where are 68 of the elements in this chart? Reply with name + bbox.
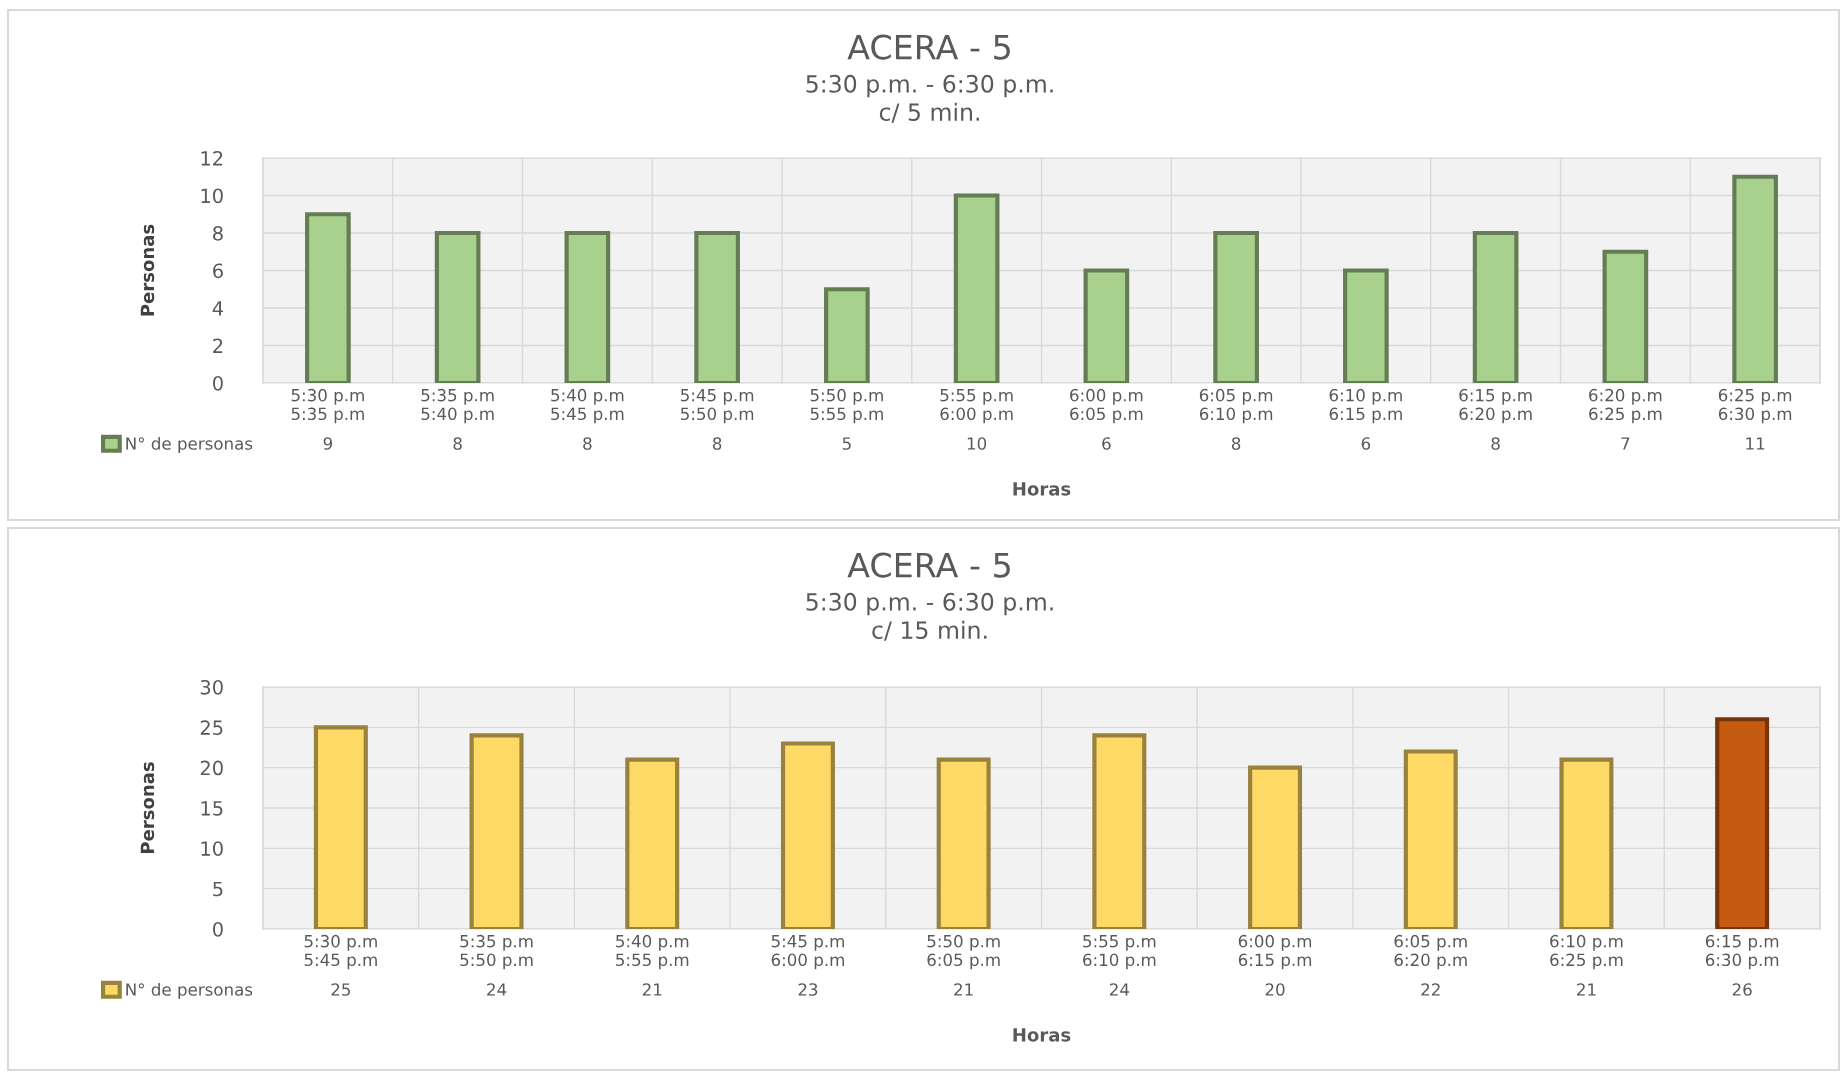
x-tick-label: 5:50 p.m 5:55 p.m [810,388,883,424]
data-label: 26 [1732,983,1752,996]
data-label: 24 [1109,983,1130,996]
data-label: 8 [453,437,462,450]
data-label: 10 [967,437,987,450]
chart-subtitle: 5:30 p.m. - 6:30 p.m. c/ 15 min. [806,592,1053,641]
data-label: 7 [1621,437,1630,450]
x-tick-label: 6:00 p.m 6:05 p.m [1070,388,1143,424]
x-tick-label: 5:35 p.m 5:40 p.m [421,388,494,424]
legend-label: N° de personas [126,982,253,1000]
data-label: 8 [1491,437,1500,450]
data-label: 9 [323,437,333,450]
y-tick-label: 6 [213,263,223,279]
x-tick-label: 5:45 p.m 5:50 p.m [680,389,754,424]
x-tick-label: 6:00 p.m 6:15 p.m [1238,934,1312,970]
x-tick-label: 6:25 p.m 6:30 p.m [1718,388,1792,424]
chart-subtitle: 5:30 p.m. - 6:30 p.m. c/ 5 min. [806,74,1053,123]
data-label: 20 [1265,983,1285,996]
y-tick-label: 8 [213,225,223,241]
chart-title: ACERA - 5 [847,34,1010,60]
x-tick-label: 5:50 p.m 6:05 p.m [927,934,1000,970]
data-label: 5 [842,437,851,450]
x-tick-label: 6:15 p.m 6:30 p.m [1705,934,1779,970]
data-label: 21 [954,983,973,996]
data-label: 6 [1361,437,1371,450]
y-tick-label: 10 [201,841,223,856]
x-tick-label: 5:40 p.m 5:55 p.m [616,934,689,970]
data-label: 8 [712,437,722,450]
x-tick-label: 5:30 p.m 5:35 p.m [291,388,364,424]
chart-title: ACERA - 5 [847,552,1010,578]
data-label: 24 [487,983,507,996]
data-label: 23 [798,983,818,996]
y-tick-label: 4 [212,301,224,316]
y-tick-label: 2 [213,338,223,353]
y-tick-label: 30 [200,679,223,695]
x-tick-label: 6:05 p.m 6:20 p.m [1394,934,1467,970]
y-tick-label: 5 [213,881,223,897]
data-label: 22 [1421,983,1440,996]
y-axis-title: Personas [140,224,155,316]
data-label: 11 [1746,437,1765,450]
y-tick-label: 20 [200,760,223,776]
x-tick-label: 5:45 p.m 6:00 p.m [771,935,844,970]
x-tick-label: 5:55 p.m 6:00 p.m [940,389,1013,424]
legend-label: N° de personas [126,436,253,454]
x-axis-title: Horas [1013,1028,1071,1042]
y-axis-title: Personas [140,762,155,853]
y-tick-label: 15 [201,801,223,816]
data-label: 8 [583,437,592,450]
data-label: 21 [1577,983,1596,996]
data-label: 25 [331,983,350,996]
x-tick-label: 5:35 p.m 5:50 p.m [460,934,533,970]
y-tick-label: 10 [201,188,223,204]
x-tick-label: 5:30 p.m 5:45 p.m [304,934,377,970]
x-tick-label: 6:10 p.m 6:15 p.m [1329,388,1402,424]
data-label: 6 [1102,437,1111,450]
x-tick-label: 5:40 p.m 5:45 p.m [551,388,624,424]
x-tick-label: 6:20 p.m 6:25 p.m [1589,388,1662,424]
y-tick-label: 0 [213,375,223,391]
x-tick-label: 6:15 p.m 6:20 p.m [1459,388,1532,424]
y-tick-label: 12 [201,150,223,166]
y-tick-label: 25 [200,720,223,735]
x-tick-label: 6:05 p.m 6:10 p.m [1199,388,1273,424]
x-tick-label: 5:55 p.m 6:10 p.m [1083,935,1156,970]
y-tick-label: 0 [213,921,223,937]
x-axis-title: Horas [1013,482,1071,496]
x-tick-label: 6:10 p.m 6:25 p.m [1550,934,1623,970]
data-label: 8 [1231,437,1241,450]
data-label: 21 [642,983,662,996]
